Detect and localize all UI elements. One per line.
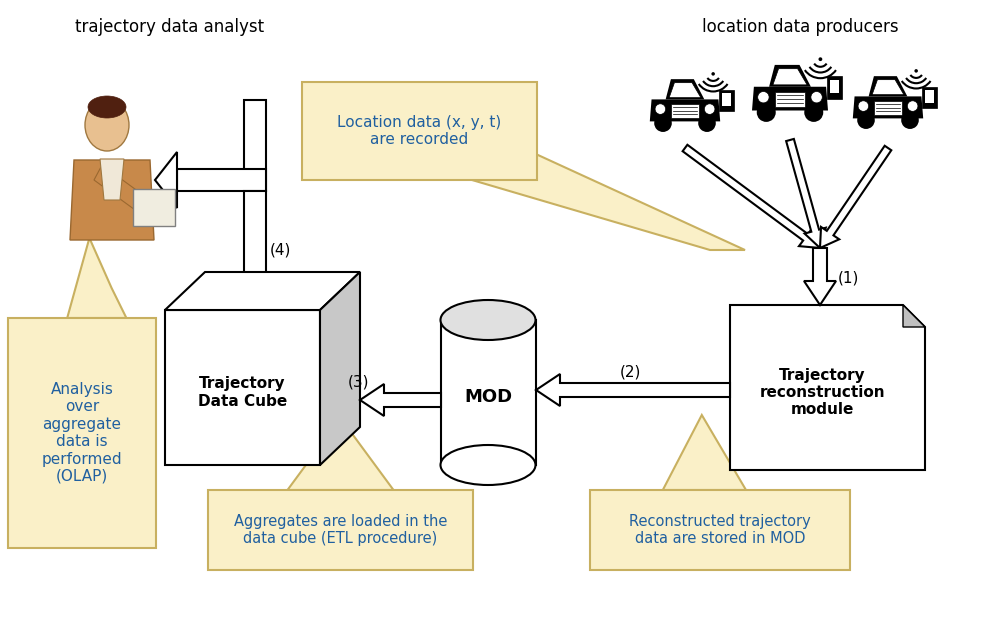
Text: trajectory data analyst: trajectory data analyst [76, 18, 264, 36]
Text: (4): (4) [269, 242, 291, 257]
Circle shape [857, 111, 874, 129]
Polygon shape [440, 320, 535, 465]
FancyBboxPatch shape [670, 104, 699, 118]
Polygon shape [649, 99, 720, 122]
Text: Aggregates are loaded in the
data cube (ETL procedure): Aggregates are loaded in the data cube (… [234, 514, 446, 546]
Polygon shape [852, 96, 922, 118]
Polygon shape [872, 80, 903, 94]
FancyBboxPatch shape [589, 490, 849, 570]
FancyBboxPatch shape [208, 490, 472, 570]
Polygon shape [360, 384, 440, 416]
Polygon shape [244, 100, 265, 191]
Circle shape [803, 103, 822, 122]
Polygon shape [751, 87, 827, 110]
Text: Location data (x, y, t)
are recorded: Location data (x, y, t) are recorded [337, 115, 501, 147]
Polygon shape [177, 169, 265, 191]
Polygon shape [768, 65, 810, 87]
Ellipse shape [440, 445, 535, 485]
Ellipse shape [87, 96, 126, 118]
Text: location data producers: location data producers [701, 18, 898, 36]
Polygon shape [665, 79, 704, 99]
Polygon shape [227, 293, 282, 315]
Circle shape [757, 91, 768, 103]
Polygon shape [785, 139, 825, 248]
Polygon shape [287, 418, 393, 490]
Polygon shape [903, 305, 924, 327]
Text: (1): (1) [837, 270, 859, 286]
Circle shape [857, 101, 868, 111]
Circle shape [698, 114, 715, 132]
Text: (3): (3) [348, 375, 369, 389]
Circle shape [810, 91, 821, 103]
Polygon shape [868, 76, 907, 96]
Ellipse shape [84, 99, 129, 151]
Polygon shape [536, 374, 730, 406]
FancyBboxPatch shape [829, 80, 839, 93]
Circle shape [654, 104, 665, 114]
FancyBboxPatch shape [774, 91, 804, 107]
Circle shape [818, 57, 821, 61]
Circle shape [653, 114, 671, 132]
Text: (2): (2) [619, 365, 641, 379]
FancyBboxPatch shape [722, 93, 730, 106]
FancyBboxPatch shape [924, 90, 932, 102]
Text: MOD: MOD [463, 389, 512, 407]
Polygon shape [803, 248, 835, 305]
Text: Analysis
over
aggregate
data is
performed
(OLAP): Analysis over aggregate data is performe… [42, 382, 122, 484]
Polygon shape [471, 141, 745, 250]
Polygon shape [165, 310, 320, 465]
Polygon shape [669, 83, 700, 97]
FancyBboxPatch shape [719, 89, 733, 111]
FancyBboxPatch shape [133, 189, 175, 226]
FancyBboxPatch shape [8, 318, 156, 548]
FancyBboxPatch shape [921, 86, 935, 108]
Polygon shape [165, 272, 360, 310]
Polygon shape [70, 160, 154, 240]
FancyBboxPatch shape [826, 77, 842, 99]
Polygon shape [682, 145, 819, 248]
Polygon shape [819, 146, 891, 248]
Circle shape [711, 72, 715, 76]
Ellipse shape [440, 300, 535, 340]
Text: Reconstructed trajectory
data are stored in MOD: Reconstructed trajectory data are stored… [628, 514, 810, 546]
Circle shape [901, 111, 917, 129]
Polygon shape [68, 238, 126, 318]
Circle shape [756, 103, 775, 122]
Polygon shape [320, 272, 360, 465]
Text: Trajectory
Data Cube: Trajectory Data Cube [198, 376, 287, 408]
Polygon shape [244, 191, 265, 293]
Polygon shape [772, 68, 806, 85]
Circle shape [913, 69, 917, 73]
FancyBboxPatch shape [302, 82, 537, 180]
Circle shape [704, 104, 715, 114]
FancyBboxPatch shape [873, 101, 902, 115]
Polygon shape [662, 415, 746, 490]
Circle shape [907, 101, 917, 111]
Polygon shape [155, 152, 177, 208]
Text: Trajectory
reconstruction
module: Trajectory reconstruction module [759, 368, 885, 417]
Polygon shape [93, 165, 150, 215]
Polygon shape [100, 159, 124, 200]
Polygon shape [730, 305, 924, 470]
